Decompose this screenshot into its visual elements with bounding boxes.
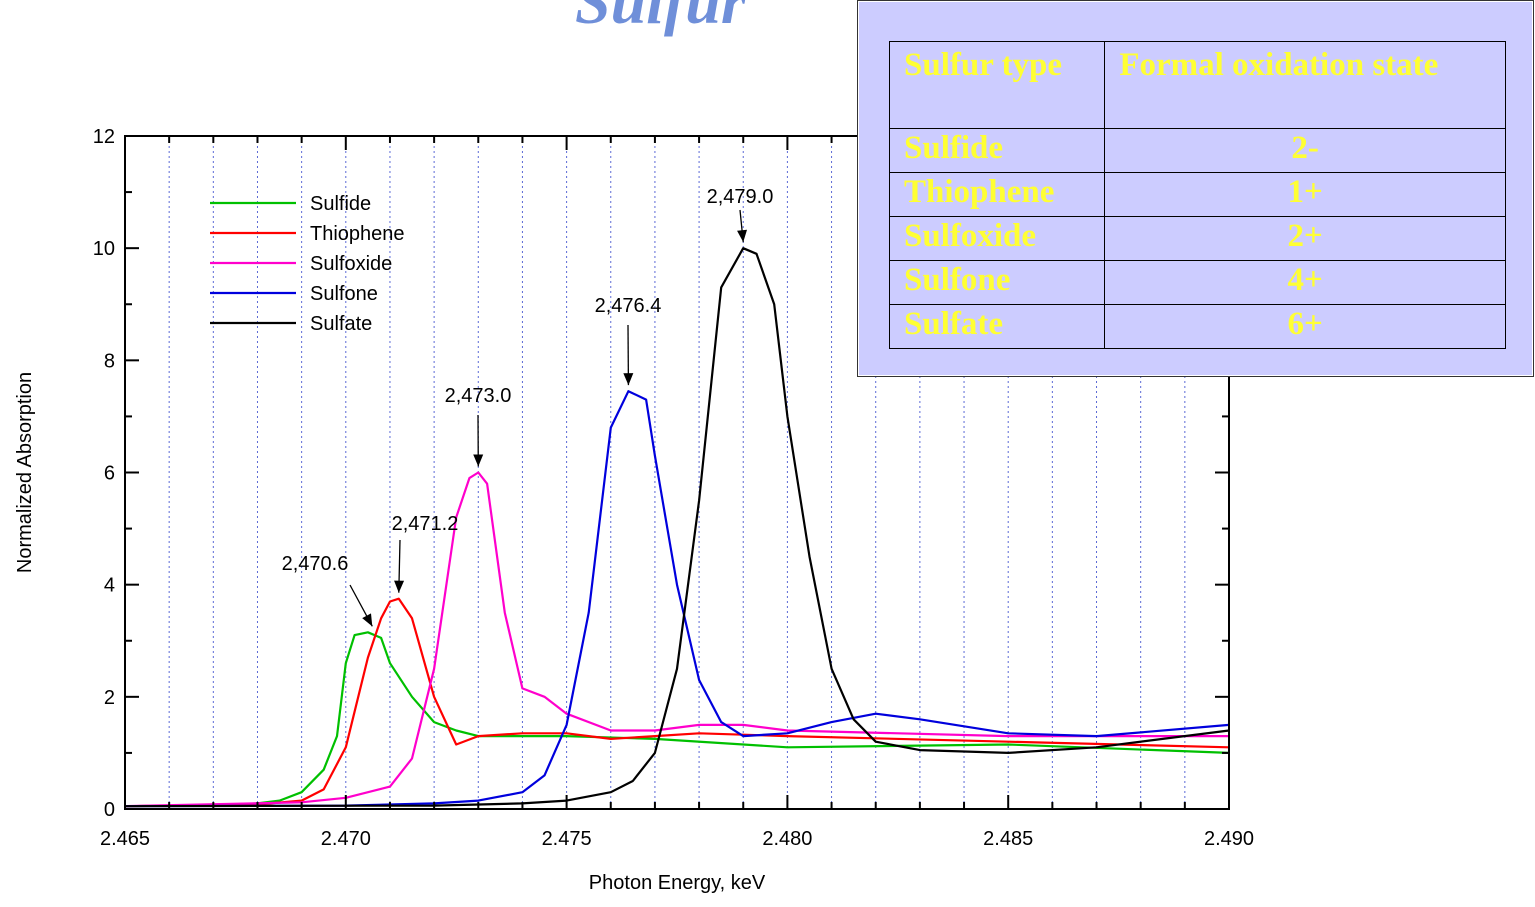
y-tick-label: 12: [93, 126, 115, 148]
y-tick-label: 4: [104, 575, 115, 597]
page-title: Sulfur: [575, 0, 746, 37]
peak-label: 2,473.0: [445, 385, 512, 407]
cell-state: 6+: [1104, 304, 1506, 349]
series-line-sulfide: [124, 631, 1230, 808]
y-tick-label: 10: [93, 238, 115, 260]
cell-type: Sulfate: [888, 304, 1106, 349]
y-tick-label: 6: [104, 463, 115, 485]
oxidation-state-panel: Sulfur type Formal oxidation state Sulfi…: [857, 0, 1534, 377]
y-tick-label: 2: [104, 687, 115, 709]
series-line-sulfoxide: [124, 471, 1229, 808]
cell-state: 4+: [1104, 260, 1506, 305]
series-line-sulfone: [124, 390, 1230, 808]
y-tick-label: 8: [104, 350, 115, 372]
cell-state: 1+: [1104, 172, 1506, 217]
cell-state: 2+: [1104, 216, 1506, 261]
table-header-row: Sulfur type Formal oxidation state: [888, 41, 1506, 129]
cell-state: 2-: [1104, 128, 1506, 173]
peak-label: 2,479.0: [707, 186, 774, 208]
x-tick-label: 2.490: [1204, 828, 1254, 850]
legend-label: Sulfone: [310, 283, 378, 305]
peak-label: 2,476.4: [595, 295, 662, 317]
legend-label: Sulfoxide: [310, 253, 392, 275]
header-sulfur-type: Sulfur type: [888, 41, 1106, 129]
peak-arrow-head: [362, 613, 373, 627]
peak-label: 2,470.6: [282, 553, 349, 575]
table-row: Sulfide 2-: [888, 128, 1506, 173]
peak-arrow-head: [737, 229, 748, 243]
x-tick-label: 2.465: [100, 828, 150, 850]
peak-arrow-head: [394, 580, 405, 593]
cell-type: Thiophene: [888, 172, 1106, 217]
legend-label: Sulfate: [310, 313, 372, 335]
chart-annotations: 2,470.6 2,471.2 2,473.0 2,476.4 2,479.0: [282, 186, 774, 627]
cell-type: Sulfone: [888, 260, 1106, 305]
x-axis-label: Photon Energy, keV: [589, 872, 766, 894]
peak-arrow-head: [473, 454, 484, 467]
peak-label: 2,471.2: [392, 513, 459, 535]
x-tick-label: 2.475: [542, 828, 592, 850]
legend-label: Thiophene: [310, 223, 405, 245]
peak-arrow-head: [623, 373, 634, 386]
series-line-thiophene: [124, 597, 1230, 808]
chart-grid: [168, 136, 1186, 809]
cell-type: Sulfide: [888, 128, 1106, 173]
header-oxidation-state: Formal oxidation state: [1104, 41, 1506, 129]
cell-type: Sulfoxide: [888, 216, 1106, 261]
y-tick-label: 0: [104, 799, 115, 821]
x-tick-label: 2.480: [762, 828, 812, 850]
oxidation-state-table: Sulfur type Formal oxidation state Sulfi…: [888, 41, 1506, 349]
legend-label: Sulfide: [310, 193, 371, 215]
x-tick-label: 2.470: [321, 828, 371, 850]
series-line-sulfate: [124, 247, 1230, 808]
table-row: Sulfone 4+: [888, 260, 1506, 305]
x-tick-label: 2.485: [983, 828, 1033, 850]
chart-series: [124, 247, 1230, 808]
chart-legend: Sulfide Thiophene Sulfoxide Sulfone Sulfate: [210, 193, 405, 335]
table-row: Sulfate 6+: [888, 304, 1506, 349]
y-axis-label: Normalized Absorption: [14, 372, 36, 573]
table-row: Sulfoxide 2+: [888, 216, 1506, 261]
table-row: Thiophene 1+: [888, 172, 1506, 217]
